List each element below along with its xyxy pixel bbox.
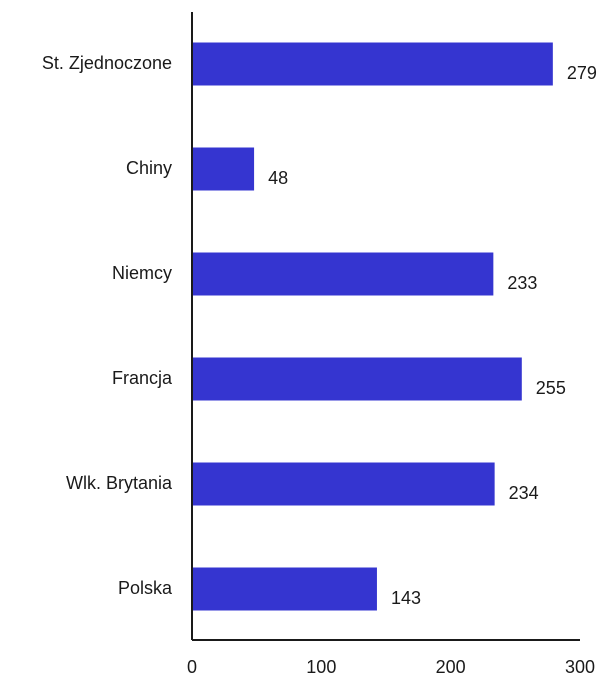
bar-chiny [192, 147, 255, 191]
value-label-chiny: 48 [268, 168, 288, 188]
bar-niemcy [192, 252, 494, 296]
category-label-polska: Polska [118, 578, 173, 598]
category-label-st-zjednoczone: St. Zjednoczone [42, 53, 172, 73]
value-label-wlk-brytania: 234 [509, 483, 539, 503]
value-label-st-zjednoczone: 279 [567, 63, 597, 83]
value-label-niemcy: 233 [507, 273, 537, 293]
value-label-polska: 143 [391, 588, 421, 608]
bar-st-zjednoczone [192, 42, 553, 86]
bar-francja [192, 357, 522, 401]
x-ticks-layer: 0 100 200 300 [187, 657, 595, 677]
bar-wlk-brytania [192, 462, 495, 506]
labels-layer: St. Zjednoczone 279 Chiny 48 Niemcy 233 Francj… [42, 53, 597, 608]
x-tick-label-200: 200 [436, 657, 466, 677]
bar-polska [192, 567, 377, 611]
category-label-chiny: Chiny [126, 158, 172, 178]
bars-layer [192, 42, 553, 611]
category-label-wlk-brytania: Wlk. Brytania [66, 473, 173, 493]
value-label-francja: 255 [536, 378, 566, 398]
category-label-niemcy: Niemcy [112, 263, 172, 283]
x-tick-label-100: 100 [306, 657, 336, 677]
category-label-francja: Francja [112, 368, 173, 388]
x-tick-label-300: 300 [565, 657, 595, 677]
x-tick-label-0: 0 [187, 657, 197, 677]
